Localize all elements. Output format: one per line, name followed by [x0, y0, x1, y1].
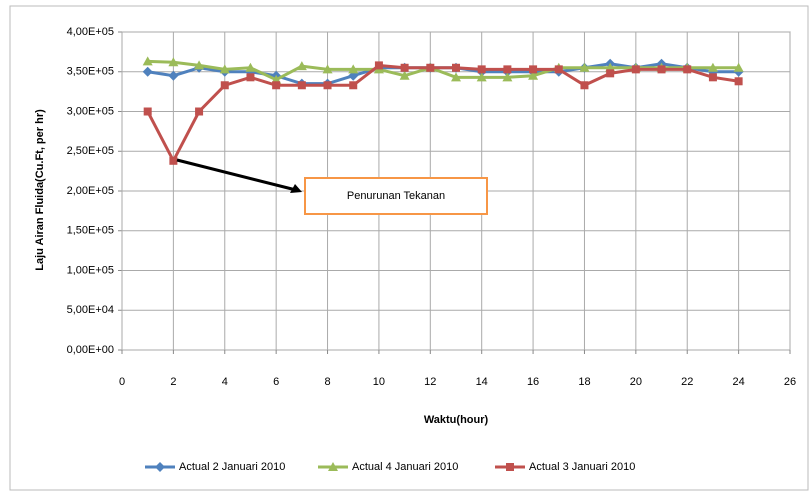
marker	[322, 64, 333, 74]
marker	[734, 77, 743, 86]
marker	[142, 56, 153, 66]
marker	[349, 81, 358, 90]
marker	[323, 81, 332, 90]
y-tick-label: 1,50E+05	[67, 225, 114, 237]
marker	[328, 462, 338, 471]
marker	[506, 463, 514, 471]
marker	[374, 61, 383, 70]
marker	[220, 81, 229, 90]
x-tick-label: 2	[170, 376, 176, 388]
marker	[348, 64, 359, 74]
marker	[169, 156, 178, 165]
marker	[733, 62, 744, 72]
legend-label: Actual 4 Januari 2010	[352, 461, 458, 473]
marker	[219, 64, 230, 74]
x-tick-label: 0	[119, 376, 125, 388]
x-tick-label: 14	[476, 376, 488, 388]
y-tick-label: 5,00E+04	[67, 304, 114, 316]
x-tick-label: 22	[681, 376, 693, 388]
marker	[426, 63, 435, 72]
x-tick-label: 20	[630, 376, 642, 388]
x-tick-label: 8	[324, 376, 330, 388]
marker	[452, 63, 460, 72]
y-tick-label: 3,50E+05	[67, 66, 114, 78]
x-tick-label: 26	[784, 376, 796, 388]
marker	[580, 81, 589, 90]
legend: Actual 2 Januari 2010 Actual 4 Januari 20…	[145, 461, 635, 473]
x-tick-label: 24	[732, 376, 744, 388]
marker	[272, 81, 281, 90]
x-tick-label: 10	[373, 376, 385, 388]
marker	[502, 72, 513, 82]
marker	[451, 72, 461, 82]
marker	[528, 70, 539, 80]
x-tick-label: 6	[273, 376, 279, 388]
marker	[554, 65, 563, 74]
marker	[476, 72, 487, 82]
arrow-head	[290, 184, 302, 193]
marker	[155, 462, 165, 472]
marker	[245, 62, 256, 72]
series-line	[147, 59, 739, 82]
marker	[503, 65, 512, 74]
y-tick-label: 0,00E+00	[67, 344, 114, 356]
y-tick-label: 2,50E+05	[67, 145, 114, 157]
legend-label: Actual 3 Januari 2010	[529, 461, 635, 473]
marker	[529, 65, 538, 74]
y-tick-label: 2,00E+05	[67, 185, 114, 197]
marker	[296, 61, 307, 71]
x-tick-label: 12	[424, 376, 436, 388]
y-axis-title: Laju Airan Fluida(Cu.Ft, per hr)	[34, 109, 46, 271]
marker	[400, 63, 409, 72]
x-tick-label: 16	[527, 376, 539, 388]
marker	[297, 81, 306, 90]
marker	[707, 62, 718, 72]
marker	[194, 60, 205, 70]
marker	[631, 65, 640, 74]
marker	[579, 62, 590, 72]
marker	[143, 107, 152, 116]
marker	[142, 66, 153, 77]
marker	[708, 73, 717, 82]
marker	[195, 107, 204, 116]
marker	[168, 70, 179, 81]
x-axis-title: Waktu(hour)	[424, 414, 489, 426]
x-tick-label: 4	[222, 376, 228, 388]
marker	[657, 65, 666, 74]
annotation-box	[304, 177, 488, 215]
marker	[683, 65, 692, 74]
y-tick-label: 1,00E+05	[67, 264, 114, 276]
marker	[606, 69, 615, 78]
y-tick-label: 3,00E+05	[67, 105, 114, 117]
legend-label: Actual 2 Januari 2010	[179, 461, 285, 473]
y-tick-label: 4,00E+05	[67, 26, 114, 38]
series-line	[146, 63, 739, 165]
marker	[399, 70, 410, 80]
marker	[477, 65, 486, 74]
marker	[168, 57, 179, 67]
marker	[246, 73, 255, 82]
annotation-text: Penurunan Tekanan	[347, 190, 445, 202]
annotation-arrow	[176, 158, 297, 192]
x-tick-label: 18	[578, 376, 590, 388]
